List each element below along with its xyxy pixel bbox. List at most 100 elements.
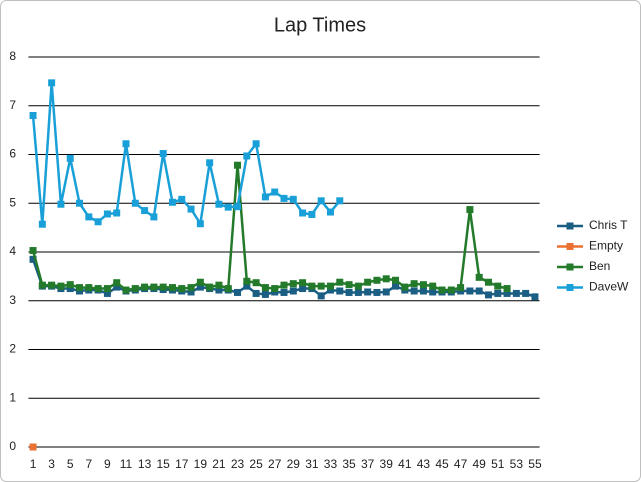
x-tick-label: 9 xyxy=(104,457,111,471)
x-tick-label: 27 xyxy=(268,457,282,471)
series-marker xyxy=(317,282,325,290)
series-marker xyxy=(261,193,269,201)
series-marker xyxy=(503,289,511,297)
series-marker xyxy=(243,152,251,160)
series-marker xyxy=(336,197,344,205)
series-marker xyxy=(103,210,111,218)
series-marker xyxy=(531,293,539,301)
x-tick-label: 15 xyxy=(156,457,170,471)
series-marker xyxy=(234,161,242,169)
x-tick-label: 41 xyxy=(398,457,412,471)
series-marker xyxy=(243,282,251,290)
x-tick-label: 17 xyxy=(175,457,189,471)
series-marker xyxy=(280,281,288,289)
series-marker xyxy=(280,288,288,296)
series-marker xyxy=(94,218,102,226)
series-marker xyxy=(38,281,46,289)
x-tick-label: 11 xyxy=(120,457,133,471)
y-tick-label: 5 xyxy=(9,195,16,209)
series-marker xyxy=(280,194,288,202)
series-marker xyxy=(503,285,511,293)
series-marker xyxy=(373,288,381,296)
series-marker xyxy=(382,275,390,283)
x-tick-label: 45 xyxy=(435,457,449,471)
series-marker xyxy=(76,284,84,292)
series-marker xyxy=(466,287,474,295)
series-marker xyxy=(94,285,102,293)
series-marker xyxy=(187,284,195,292)
series-marker xyxy=(326,282,334,290)
series-marker xyxy=(168,198,176,206)
chart-title: Lap Times xyxy=(274,14,366,36)
series-marker xyxy=(29,443,37,451)
x-tick-label: 37 xyxy=(361,457,375,471)
series-marker xyxy=(252,289,260,297)
series-line xyxy=(31,81,341,226)
series-marker xyxy=(475,287,483,295)
series-marker xyxy=(103,285,111,293)
x-tick-label: 47 xyxy=(454,457,468,471)
series-marker xyxy=(206,159,214,167)
x-tick-label: 13 xyxy=(138,457,152,471)
series-marker xyxy=(131,199,139,207)
series-marker xyxy=(57,200,65,208)
series-marker xyxy=(141,283,149,291)
series-marker xyxy=(336,278,344,286)
legend-marker xyxy=(566,263,574,271)
series-marker xyxy=(326,208,334,216)
series-marker xyxy=(364,288,372,296)
series-marker xyxy=(48,79,56,87)
series-marker xyxy=(234,203,242,211)
series-marker xyxy=(66,285,74,293)
x-tick-label: 35 xyxy=(342,457,356,471)
series-marker xyxy=(122,140,130,148)
y-tick-label: 4 xyxy=(9,244,16,258)
series-marker xyxy=(289,280,297,288)
series-marker xyxy=(29,255,37,263)
series-marker xyxy=(271,285,279,293)
y-tick-label: 1 xyxy=(9,390,16,404)
x-tick-label: 43 xyxy=(417,457,431,471)
series-marker xyxy=(354,288,362,296)
series-marker xyxy=(215,200,223,208)
series-marker xyxy=(178,195,186,203)
series-marker xyxy=(168,284,176,292)
legend-marker xyxy=(566,243,574,250)
series-marker xyxy=(196,278,204,286)
y-tick-label: 0 xyxy=(9,439,16,453)
series-marker xyxy=(159,150,167,158)
x-tick-label: 53 xyxy=(510,457,524,471)
y-tick-label: 2 xyxy=(9,342,16,356)
series-marker xyxy=(215,286,223,294)
series-marker xyxy=(392,276,400,284)
series-marker xyxy=(150,213,158,221)
series-marker xyxy=(224,203,232,211)
series-marker xyxy=(308,210,316,218)
series-marker xyxy=(336,287,344,295)
series-marker xyxy=(113,279,121,287)
x-tick-label: 3 xyxy=(48,457,55,471)
x-tick-label: 39 xyxy=(380,457,394,471)
series-marker xyxy=(419,281,427,289)
y-tick-label: 3 xyxy=(9,293,16,307)
series-marker xyxy=(85,213,93,221)
series-marker xyxy=(466,206,474,214)
legend-label: Chris T xyxy=(589,218,628,232)
series-marker xyxy=(252,279,260,287)
series-marker xyxy=(438,286,446,294)
series-marker xyxy=(196,283,204,291)
y-tick-label: 7 xyxy=(9,98,16,112)
x-tick-label: 31 xyxy=(305,457,319,471)
series-marker xyxy=(178,285,186,293)
series-marker xyxy=(382,288,390,296)
series-marker xyxy=(48,281,56,289)
series-marker xyxy=(447,286,455,294)
legend-marker xyxy=(566,284,574,291)
x-tick-label: 7 xyxy=(85,457,92,471)
legend-marker xyxy=(566,222,574,230)
x-tick-label: 1 xyxy=(30,457,37,471)
series-marker xyxy=(103,289,111,297)
series-marker xyxy=(252,140,260,148)
series-marker xyxy=(224,285,232,293)
y-tick-label: 6 xyxy=(9,147,16,161)
